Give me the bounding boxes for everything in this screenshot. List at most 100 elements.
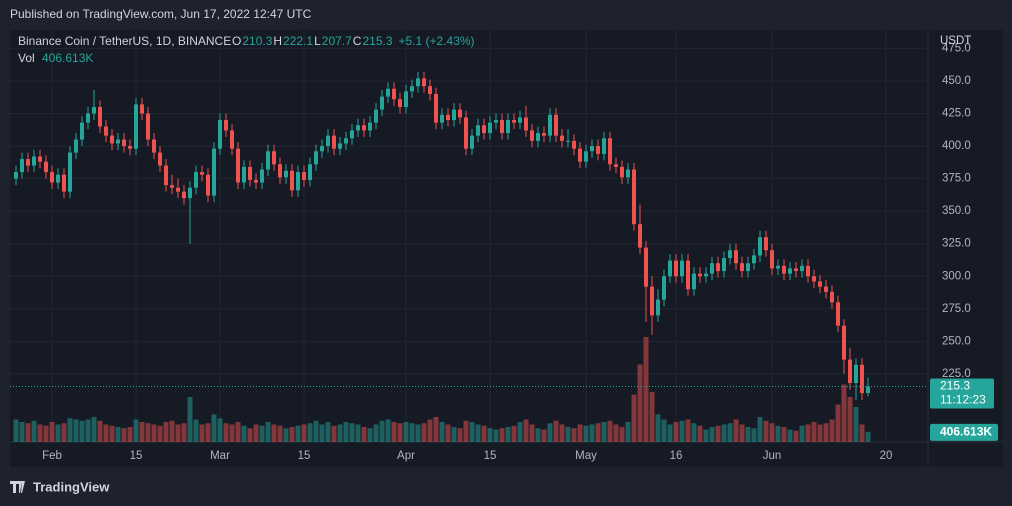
candle-body	[500, 120, 504, 134]
x-tick-label: 15	[484, 450, 497, 462]
volume-bar	[169, 420, 175, 442]
volume-bar	[37, 424, 43, 442]
x-tick-label: 20	[880, 450, 893, 462]
candle-body	[20, 159, 24, 173]
volume-bar	[235, 422, 241, 442]
candle-body	[632, 169, 636, 225]
candle-body	[56, 174, 60, 183]
volume-bar	[145, 423, 151, 442]
candle-body	[446, 114, 450, 121]
candle-body	[68, 152, 72, 192]
volume-bar	[301, 424, 307, 442]
volume-bar	[343, 422, 349, 442]
candle-body	[14, 172, 18, 179]
volume-bar	[25, 423, 31, 442]
volume-bar	[271, 424, 277, 442]
candle-body	[722, 258, 726, 272]
candle-body	[422, 78, 426, 87]
volume-bar	[817, 424, 823, 442]
volume-bar	[49, 422, 55, 442]
volume-bar	[649, 392, 655, 442]
symbol: Binance Coin / TetherUS, 1D, BINANCE	[18, 34, 231, 48]
volume-bar	[439, 422, 445, 442]
volume-bar	[307, 423, 313, 442]
candle-body	[530, 130, 534, 141]
candle-body	[620, 166, 624, 178]
volume-bar	[721, 424, 727, 442]
volume-bar	[589, 424, 595, 442]
candle-body	[62, 174, 66, 192]
candle-body	[848, 359, 852, 384]
volume-bar	[775, 425, 781, 442]
candle-body	[752, 255, 756, 264]
volume-bar	[781, 427, 787, 442]
countdown: 11:12:23	[940, 393, 986, 407]
volume-bar	[85, 419, 91, 442]
volume-bar	[295, 425, 301, 442]
overlay: 215.311:12:23 406.613K	[10, 378, 998, 441]
volume-bar	[535, 428, 541, 442]
candle-body	[524, 117, 528, 131]
volume-bar	[457, 428, 463, 442]
volume-bar	[577, 424, 583, 442]
candle-body	[764, 237, 768, 251]
candle-body	[122, 139, 126, 147]
candle-body	[164, 165, 168, 186]
candle-body	[494, 120, 498, 123]
volume-bar	[325, 422, 331, 442]
candle-body	[188, 187, 192, 199]
volume-bar	[337, 424, 343, 442]
candle-body	[698, 273, 702, 277]
candle-body	[344, 138, 348, 144]
candle-body	[410, 86, 414, 92]
volume-bar	[853, 407, 859, 442]
candle-body	[50, 172, 54, 183]
volume-bar	[121, 428, 127, 442]
candle-body	[398, 99, 402, 108]
candle-body	[224, 120, 228, 131]
candle-body	[608, 138, 612, 165]
candle-body	[644, 247, 648, 287]
volume-bar	[499, 428, 505, 442]
volume-bar	[823, 423, 829, 442]
candle-body	[596, 146, 600, 154]
y-tick-label: 400.0	[942, 140, 971, 152]
y-tick-label: 325.0	[942, 238, 971, 250]
volume-bar	[571, 428, 577, 442]
volume-bar	[865, 431, 871, 442]
candle-body	[182, 191, 186, 199]
volume-bar	[373, 424, 379, 442]
volume-bar	[205, 423, 211, 442]
volume-bar	[187, 397, 193, 442]
candle-body	[284, 170, 288, 178]
volume-bar	[673, 422, 679, 442]
volume-bar	[115, 427, 121, 442]
volume-bar	[61, 423, 67, 442]
volume-bar	[559, 424, 565, 442]
volume-bar	[91, 417, 97, 442]
x-tick-label: Mar	[210, 450, 230, 462]
candle-body	[770, 250, 774, 269]
legend-l: 207.7	[322, 34, 352, 48]
candle-body	[116, 139, 120, 144]
candle-body	[464, 117, 468, 149]
candle-body	[794, 268, 798, 272]
candle-body	[386, 88, 390, 97]
candle-body	[44, 161, 48, 173]
x-tick-label: Feb	[42, 450, 62, 462]
volume-bar	[769, 423, 775, 442]
candle-body	[308, 164, 312, 180]
volume-bar	[31, 420, 37, 442]
volume-bar	[631, 394, 637, 442]
candle-body	[506, 120, 510, 134]
volume-bar	[757, 417, 763, 442]
volume-bar	[805, 424, 811, 442]
volume-bar	[739, 424, 745, 442]
x-tick-label: May	[575, 450, 597, 462]
volume-bar	[415, 424, 421, 442]
volume-bar	[103, 424, 109, 442]
candle-body	[806, 265, 810, 277]
candle-body	[740, 263, 744, 272]
candle-body	[854, 364, 858, 384]
